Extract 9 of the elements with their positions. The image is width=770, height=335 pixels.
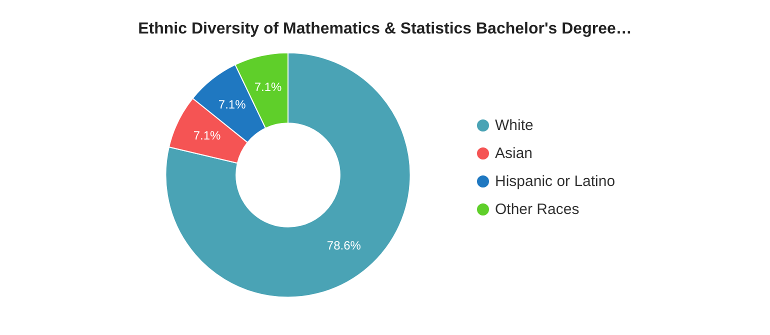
chart-title: Ethnic Diversity of Mathematics & Statistics Bachelor's Degree… <box>138 20 632 38</box>
data-label: 78.6% <box>326 238 362 253</box>
data-label: 7.1% <box>218 97 246 112</box>
legend-label: Asian <box>495 145 533 162</box>
legend-label: Other Races <box>495 201 580 218</box>
data-label: 7.1% <box>193 128 222 142</box>
legend-label: Hispanic or Latino <box>495 173 616 190</box>
data-label: 7.1% <box>254 80 282 94</box>
legend-label: White <box>495 117 534 134</box>
